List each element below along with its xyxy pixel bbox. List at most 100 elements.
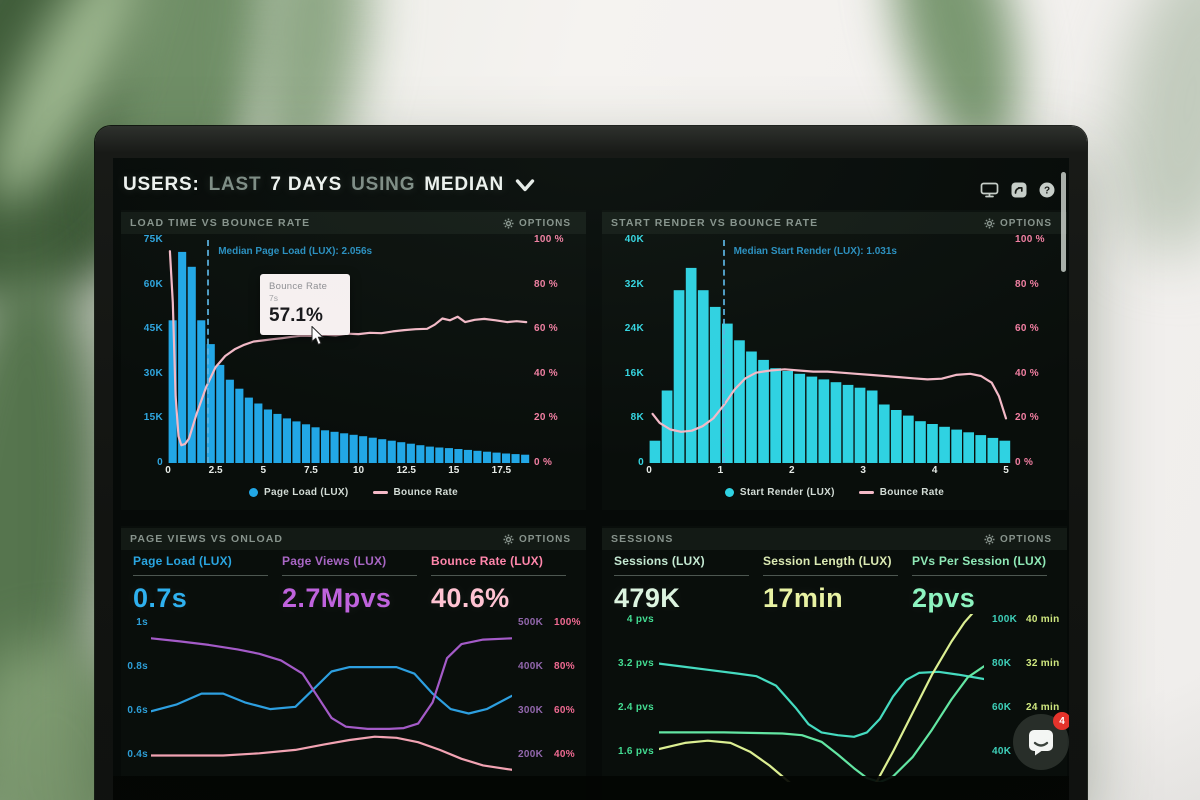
header-icon-bar: ? [980, 182, 1055, 198]
y-axis-label: 1.6 pvs [617, 745, 654, 757]
y-axis-label: 80 % [534, 278, 558, 290]
metric-label: Bounce Rate (LUX) [431, 554, 544, 568]
title-segment: 7 DAYS [270, 174, 343, 195]
options-label: OPTIONS [999, 533, 1052, 545]
y-axis-label: 80 % [1015, 278, 1039, 290]
chart-legend[interactable]: Start Render (LUX) Bounce Rate [602, 487, 1067, 498]
metric-label: Session Length (LUX) [763, 554, 892, 568]
y-axis-label: 16K [624, 367, 644, 379]
chart-views-canvas [151, 637, 512, 771]
chat-widget-button[interactable]: 4 [1013, 712, 1069, 770]
metric-underline [763, 575, 898, 576]
options-button[interactable]: OPTIONS [978, 533, 1058, 546]
x-axis-label: 15 [448, 465, 460, 476]
page-views-line-chart [151, 614, 512, 782]
tooltip-subtitle: 7s [269, 293, 278, 303]
x-axis-label: 1 [717, 465, 724, 476]
y-axis-label-primary: 40K [992, 745, 1012, 757]
y-axis-label-secondary: 40 min [1026, 613, 1060, 625]
options-button[interactable]: OPTIONS [978, 217, 1058, 230]
desktop-icon[interactable] [980, 182, 999, 198]
gear-icon [503, 534, 514, 544]
y-axis-label-primary: 200K [518, 749, 544, 761]
y-axis-label: 60K [143, 278, 163, 290]
panel-header: START RENDER VS BOUNCE RATE OPTIONS [602, 212, 1067, 234]
y-axis-right: 100 % 80 % 60 % 40 % 20 % 0 % [1015, 234, 1065, 468]
legend-item[interactable]: Start Render (LUX) [724, 487, 835, 498]
metric-value: 479K [614, 583, 681, 613]
title-segment: USING [351, 174, 416, 195]
y-axis-label: 3.2 pvs [617, 657, 654, 669]
y-axis-label: 24K [624, 323, 644, 335]
panel-page-views-vs-onload: PAGE VIEWS VS ONLOAD OPTIONS Page Load (… [121, 526, 586, 800]
x-axis-label: 4 [931, 465, 938, 476]
scrollbar[interactable] [1061, 172, 1066, 272]
x-axis-label: 12.5 [396, 465, 416, 476]
legend-marker-icon [858, 491, 874, 494]
x-axis-label: 5 [260, 465, 267, 476]
help-icon[interactable]: ? [1039, 182, 1055, 198]
y-axis-label: 0.8s [127, 661, 148, 673]
y-axis-label: 300K 60% [518, 705, 584, 716]
y-axis-label: 45K [143, 323, 163, 335]
legend-marker-icon [372, 491, 388, 494]
panel-sessions: SESSIONS OPTIONS Sessions (LUX) 479K Sessi… [602, 526, 1067, 800]
legend-item[interactable]: Bounce Rate [858, 487, 944, 498]
y-axis-label-primary: 60K [992, 701, 1012, 713]
y-axis-label: 200K 40% [518, 749, 584, 760]
chevron-down-icon [515, 178, 535, 191]
timeframe-selector[interactable]: USERS: LAST 7 DAYS USING MEDIAN [123, 174, 535, 196]
y-axis-left: 75K 60K 45K 30K 15K 0 [123, 234, 163, 468]
share-icon[interactable] [1011, 182, 1027, 198]
metric: Sessions (LUX) 479K [614, 554, 763, 614]
panel-header: SESSIONS OPTIONS [602, 528, 1067, 550]
median-marker: Median Page Load (LUX): 2.056s [207, 240, 372, 463]
y-axis-label-secondary: 80% [554, 661, 575, 673]
panel-title: LOAD TIME VS BOUNCE RATE [130, 217, 311, 229]
y-axis-label: 100K 40 min [992, 614, 1066, 625]
chart-legend[interactable]: Page Load (LUX) Bounce Rate [121, 487, 586, 498]
legend-item[interactable]: Page Load (LUX) [249, 487, 349, 498]
legend-label: Start Render (LUX) [739, 487, 835, 498]
metric-underline [614, 575, 749, 576]
y-axis-label: 15K [143, 412, 163, 424]
title-segment: MEDIAN [424, 174, 505, 195]
panel-title: SESSIONS [611, 533, 674, 545]
y-axis-label: 80K 32 min [992, 658, 1066, 669]
metric: Bounce Rate (LUX) 40.6% [431, 554, 580, 614]
legend-marker-icon [724, 488, 734, 497]
y-axis-label: 0 [638, 457, 644, 468]
y-axis-left: 40K 32K 24K 16K 8K 0 [604, 234, 644, 468]
legend-item[interactable]: Bounce Rate [372, 487, 458, 498]
y-axis-label: 40K [624, 234, 644, 245]
x-axis-label: 0 [646, 465, 652, 476]
metric-value: 17min [763, 583, 844, 613]
metric-label: Page Views (LUX) [282, 554, 387, 568]
dashboard-screen: USERS: LAST 7 DAYS USING MEDIAN ? [113, 158, 1069, 800]
panel-title: PAGE VIEWS VS ONLOAD [130, 533, 284, 545]
median-label: Median Page Load (LUX): 2.056s [218, 246, 373, 257]
y-axis-label: 20 % [1015, 412, 1039, 424]
panel-header: LOAD TIME VS BOUNCE RATE OPTIONS [121, 212, 586, 234]
x-axis: 0 2.5 5 7.5 10 12.5 15 17.5 [165, 465, 530, 479]
y-axis-label-primary: 500K [518, 616, 544, 628]
options-button[interactable]: OPTIONS [497, 217, 577, 230]
metric-value: 0.7s [133, 583, 188, 613]
y-axis-label-secondary: 24 min [1026, 701, 1060, 713]
median-marker: Median Start Render (LUX): 1.031s [722, 240, 897, 463]
options-button[interactable]: OPTIONS [497, 533, 577, 546]
y-axis-label: 40 % [534, 367, 558, 379]
y-axis-label: 400K 80% [518, 661, 584, 672]
mouse-cursor [311, 326, 325, 346]
notification-badge: 4 [1053, 712, 1069, 730]
start-render-histogram: Median Start Render (LUX): 1.031s [649, 240, 1011, 463]
x-axis-label: 3 [860, 465, 866, 476]
gear-icon [984, 218, 995, 228]
y-axis-left: 4 pvs 3.2 pvs 2.4 pvs 1.6 pvs [606, 614, 654, 782]
x-axis-label: 2 [789, 465, 795, 476]
y-axis-label: 20 % [534, 412, 558, 424]
y-axis-label: 1s [136, 616, 148, 628]
x-axis-label: 17.5 [491, 465, 512, 476]
chart-load-canvas [168, 250, 530, 463]
y-axis-label-primary: 300K [518, 705, 544, 717]
